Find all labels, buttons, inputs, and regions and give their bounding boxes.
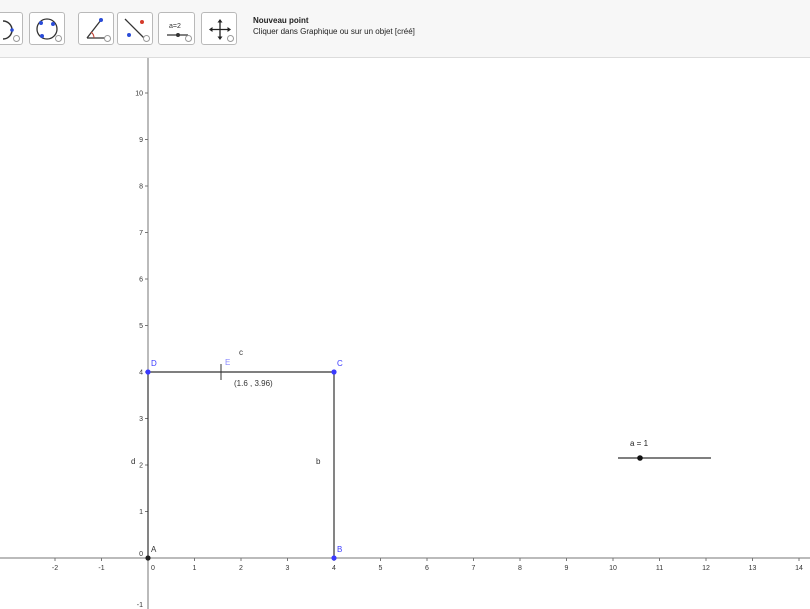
tool-help: Nouveau point Cliquer dans Graphique ou … [253,15,415,37]
y-tick-label: 5 [139,323,143,330]
x-tick-label: 5 [379,565,383,572]
point-B[interactable] [331,555,336,560]
x-tick-label: 14 [795,565,803,572]
point-E-label: E [225,358,230,367]
point-D[interactable] [145,369,150,374]
x-tick-label: 8 [518,565,522,572]
x-tick-label: 6 [425,565,429,572]
y-tick-label: 7 [139,230,143,237]
point-A-label: A [151,545,157,554]
circle-points-icon [30,13,66,46]
x-tick-label: 0 [151,565,155,572]
point-D-label: D [151,359,157,368]
point-C-label: C [337,359,343,368]
move-icon [202,13,238,46]
x-tick-label: -2 [52,565,58,572]
angle-tool-button[interactable] [78,12,114,45]
x-tick-label: 9 [565,565,569,572]
y-tick-label: 10 [135,91,143,98]
x-axis-ticks: -2 -1 0 1 2 3 4 5 6 7 8 9 10 11 12 13 14 [52,558,803,572]
circle-arc-icon [0,13,24,46]
toolbar: a=2 Nouveau point Cliquer dans Graphique… [0,0,810,58]
y-tick-label-bottom: -1 [137,602,143,609]
y-tick-label: 4 [139,370,143,377]
y-axis-ticks: 1 2 3 4 5 6 7 8 9 10 0 -1 [135,91,148,609]
x-tick-label: 2 [239,565,243,572]
angle-icon [79,13,115,46]
slider-tool-button[interactable]: a=2 [158,12,195,45]
y-tick-label: 8 [139,184,143,191]
x-tick-label: 1 [193,565,197,572]
y-tick-label: 1 [139,509,143,516]
slider-label: a = 1 [630,439,649,448]
point-B-label: B [337,545,342,554]
segment-b-label: b [316,457,321,466]
circle-through-points-tool-button[interactable] [29,12,65,45]
segment-c-label: c [239,348,243,357]
y-tick-label-zero: 0 [139,551,143,558]
point-A[interactable] [145,555,150,560]
slider-handle[interactable] [637,455,643,461]
y-tick-label: 3 [139,416,143,423]
tool-help-text: Cliquer dans Graphique ou sur un objet [… [253,26,415,37]
slider-icon: a=2 [159,13,196,46]
x-tick-label: -1 [98,565,104,572]
move-graphics-tool-button[interactable] [201,12,237,45]
slider-tool-label: a=2 [169,23,181,30]
segment-d-label: d [131,457,135,466]
cursor-coordinates: (1.6 , 3.96) [234,379,273,388]
circle-arc-tool-button[interactable] [0,12,23,45]
y-tick-label: 2 [139,463,143,470]
x-tick-label: 3 [286,565,290,572]
x-tick-label: 13 [749,565,757,572]
y-tick-label: 6 [139,277,143,284]
x-tick-label: 11 [656,565,663,572]
x-tick-label: 12 [702,565,710,572]
reflect-tool-button[interactable] [117,12,153,45]
y-tick-label: 9 [139,137,143,144]
point-C[interactable] [331,369,336,374]
tool-help-title: Nouveau point [253,15,415,26]
x-tick-label: 4 [332,565,336,572]
reflect-icon [118,13,154,46]
x-tick-label: 10 [609,565,617,572]
x-tick-label: 7 [472,565,476,572]
graphics-canvas: -2 -1 0 1 2 3 4 5 6 7 8 9 10 11 12 13 14 123456789100-1 … [0,58,810,609]
